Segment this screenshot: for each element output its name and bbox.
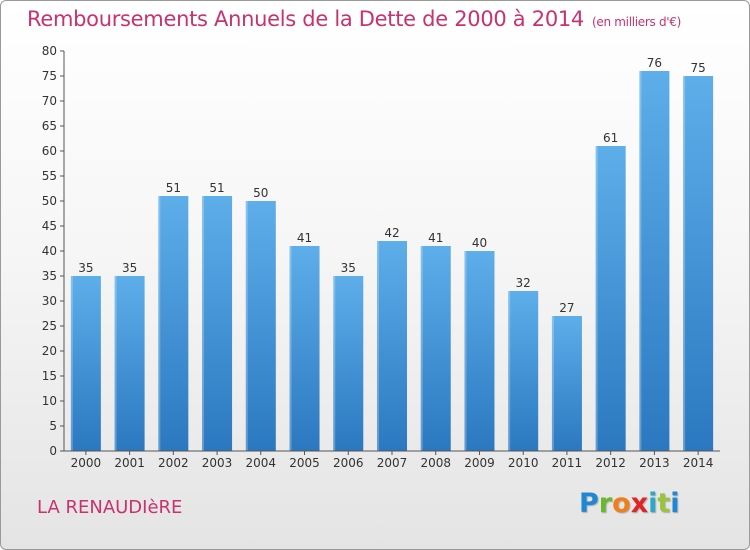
bar bbox=[683, 76, 714, 451]
x-tick-label: 2006 bbox=[333, 456, 364, 470]
y-tick-label: 0 bbox=[49, 444, 57, 458]
y-tick-label: 30 bbox=[42, 294, 57, 308]
data-label: 76 bbox=[647, 56, 662, 70]
bar bbox=[333, 276, 364, 451]
logo-letter: t bbox=[657, 488, 671, 519]
bar bbox=[158, 196, 189, 451]
bar-highlight bbox=[202, 196, 205, 451]
bar-highlight bbox=[245, 201, 248, 451]
bar bbox=[289, 246, 320, 451]
x-tick-label: 2004 bbox=[246, 456, 277, 470]
x-tick-label: 2012 bbox=[595, 456, 626, 470]
y-tick-label: 55 bbox=[42, 169, 57, 183]
logo-letter: i bbox=[648, 488, 658, 519]
y-tick-label: 10 bbox=[42, 394, 57, 408]
bar-highlight bbox=[289, 246, 292, 451]
y-tick-label: 15 bbox=[42, 369, 57, 383]
town-name: LA RENAUDIèRE bbox=[37, 497, 183, 518]
data-label: 51 bbox=[166, 181, 181, 195]
bar-highlight bbox=[158, 196, 161, 451]
bar-highlight bbox=[114, 276, 117, 451]
y-tick-label: 25 bbox=[42, 319, 57, 333]
bar bbox=[464, 251, 495, 451]
data-label: 32 bbox=[516, 276, 531, 290]
x-tick-label: 2013 bbox=[639, 456, 670, 470]
bar-highlight bbox=[595, 146, 598, 451]
proxiti-logo: Proxiti bbox=[579, 488, 680, 519]
y-tick-label: 50 bbox=[42, 194, 57, 208]
bar-highlight bbox=[464, 251, 467, 451]
bar bbox=[639, 71, 670, 451]
data-label: 42 bbox=[384, 226, 399, 240]
x-tick-label: 2011 bbox=[552, 456, 583, 470]
bar-highlight bbox=[70, 276, 73, 451]
y-tick-label: 40 bbox=[42, 244, 57, 258]
y-tick-label: 60 bbox=[42, 144, 57, 158]
chart-title: Remboursements Annuels de la Dette de 20… bbox=[27, 7, 681, 31]
x-tick-label: 2002 bbox=[158, 456, 189, 470]
bar-highlight bbox=[333, 276, 336, 451]
data-label: 35 bbox=[341, 261, 356, 275]
data-label: 50 bbox=[253, 186, 268, 200]
chart-unit-note: (en milliers d'€) bbox=[592, 15, 682, 29]
x-tick-label: 2010 bbox=[508, 456, 539, 470]
y-tick-label: 35 bbox=[42, 269, 57, 283]
bar-highlight bbox=[551, 316, 554, 451]
bars-group bbox=[70, 71, 714, 451]
bar bbox=[202, 196, 233, 451]
bar bbox=[551, 316, 582, 451]
data-label: 27 bbox=[559, 301, 574, 315]
bar-highlight bbox=[639, 71, 642, 451]
logo-letter: P bbox=[579, 488, 599, 519]
bar-highlight bbox=[683, 76, 686, 451]
data-label: 61 bbox=[603, 131, 618, 145]
data-label: 75 bbox=[690, 61, 705, 75]
logo-letter: x bbox=[630, 488, 649, 519]
data-label: 35 bbox=[122, 261, 137, 275]
x-tick-label: 2008 bbox=[420, 456, 451, 470]
chart-title-text: Remboursements Annuels de la Dette de 20… bbox=[27, 7, 584, 31]
bar bbox=[420, 246, 451, 451]
bar bbox=[377, 241, 407, 451]
bar bbox=[70, 276, 101, 451]
logo-letter: o bbox=[612, 488, 631, 519]
bar-highlight bbox=[377, 241, 379, 451]
y-tick-label: 80 bbox=[42, 44, 57, 58]
x-tick-label: 2000 bbox=[71, 456, 102, 470]
x-tick-label: 2001 bbox=[114, 456, 145, 470]
x-tick-label: 2003 bbox=[202, 456, 233, 470]
data-label: 51 bbox=[209, 181, 224, 195]
y-tick-label: 70 bbox=[42, 94, 57, 108]
bar bbox=[508, 291, 539, 451]
axes-group: 0 5 10 15 20 25 30 35 40 45 50 55 60 65 70 75 80 2000 35 20… bbox=[42, 44, 720, 470]
bar bbox=[114, 276, 145, 451]
bar bbox=[245, 201, 276, 451]
x-tick-label: 2005 bbox=[289, 456, 320, 470]
x-tick-label: 2014 bbox=[683, 456, 714, 470]
bar-highlight bbox=[420, 246, 423, 451]
x-tick-label: 2009 bbox=[464, 456, 495, 470]
y-tick-label: 20 bbox=[42, 344, 57, 358]
y-tick-label: 65 bbox=[42, 119, 57, 133]
logo-letter: i bbox=[670, 488, 680, 519]
y-tick-label: 45 bbox=[42, 219, 57, 233]
data-label: 35 bbox=[78, 261, 93, 275]
bar-highlight bbox=[508, 291, 511, 451]
x-tick-label: 2007 bbox=[377, 456, 408, 470]
y-tick-label: 5 bbox=[49, 419, 57, 433]
data-label: 40 bbox=[472, 236, 487, 250]
logo-letter: r bbox=[598, 488, 613, 519]
data-label: 41 bbox=[297, 231, 312, 245]
data-label: 41 bbox=[428, 231, 443, 245]
bar bbox=[595, 146, 626, 451]
y-tick-label: 75 bbox=[42, 69, 57, 83]
